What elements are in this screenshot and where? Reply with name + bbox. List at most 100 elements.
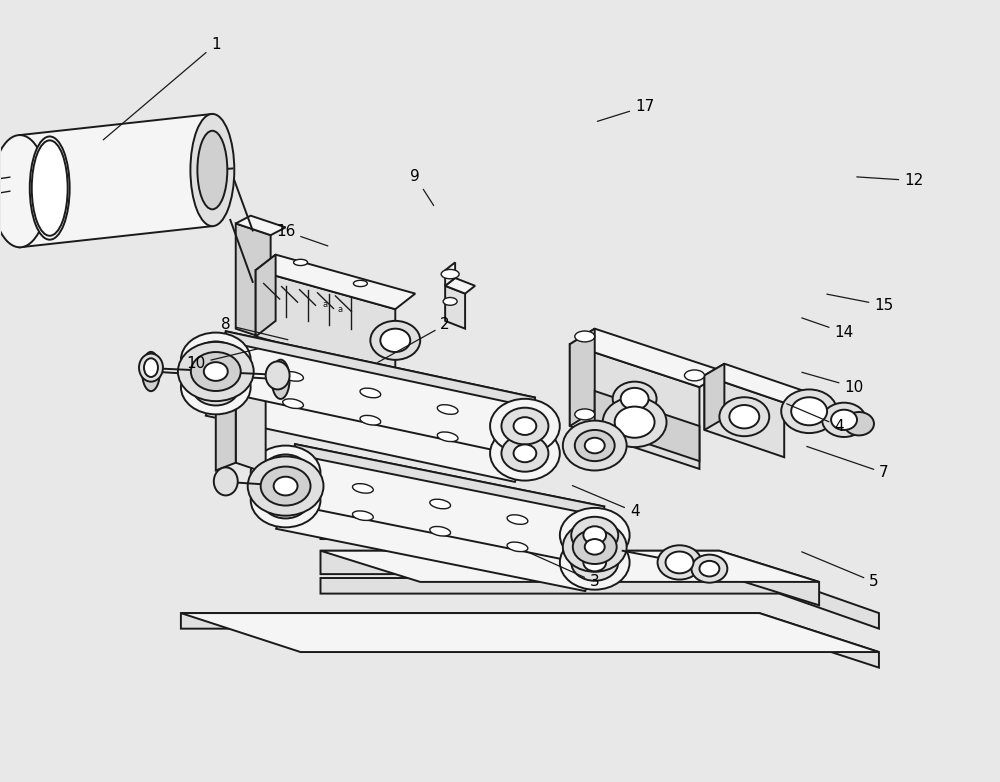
Ellipse shape (272, 360, 290, 399)
Ellipse shape (283, 371, 303, 381)
Ellipse shape (699, 561, 719, 576)
Ellipse shape (248, 457, 323, 515)
Ellipse shape (353, 511, 373, 521)
Ellipse shape (360, 388, 381, 398)
Polygon shape (256, 255, 415, 309)
Ellipse shape (719, 397, 769, 436)
Polygon shape (276, 472, 604, 591)
Polygon shape (236, 224, 271, 340)
Ellipse shape (214, 468, 238, 496)
Ellipse shape (192, 342, 239, 378)
Text: 10: 10 (802, 372, 864, 395)
Ellipse shape (666, 551, 693, 573)
Ellipse shape (283, 399, 303, 408)
Ellipse shape (274, 477, 298, 496)
Ellipse shape (181, 332, 251, 387)
Ellipse shape (560, 535, 630, 590)
Polygon shape (226, 332, 535, 408)
Ellipse shape (0, 135, 48, 247)
Ellipse shape (144, 358, 158, 377)
Polygon shape (704, 375, 784, 457)
Polygon shape (704, 364, 804, 403)
Text: 12: 12 (857, 173, 923, 188)
Ellipse shape (360, 415, 381, 425)
Text: 1: 1 (103, 37, 221, 140)
Ellipse shape (204, 351, 227, 369)
Ellipse shape (563, 421, 627, 471)
Ellipse shape (251, 473, 320, 527)
Ellipse shape (575, 430, 615, 461)
Polygon shape (445, 278, 475, 293)
Ellipse shape (430, 526, 451, 536)
Ellipse shape (583, 526, 606, 544)
Text: a: a (338, 304, 343, 314)
Ellipse shape (729, 405, 759, 429)
Ellipse shape (621, 388, 649, 410)
Ellipse shape (32, 141, 68, 235)
Text: 8: 8 (221, 317, 288, 339)
Ellipse shape (142, 352, 160, 391)
Ellipse shape (203, 366, 228, 386)
Polygon shape (226, 359, 535, 435)
Polygon shape (295, 444, 604, 517)
Ellipse shape (197, 131, 227, 210)
Ellipse shape (684, 370, 704, 381)
Text: 3: 3 (527, 552, 600, 590)
Ellipse shape (585, 438, 605, 454)
Ellipse shape (178, 342, 254, 401)
Ellipse shape (441, 270, 459, 279)
Ellipse shape (430, 499, 451, 509)
Polygon shape (20, 114, 212, 247)
Ellipse shape (490, 399, 560, 454)
Ellipse shape (353, 483, 373, 493)
Ellipse shape (514, 444, 536, 462)
Ellipse shape (585, 539, 605, 554)
Text: 4: 4 (572, 486, 639, 519)
Polygon shape (704, 364, 724, 430)
Polygon shape (595, 391, 699, 461)
Ellipse shape (490, 426, 560, 481)
Ellipse shape (575, 331, 595, 342)
Ellipse shape (204, 378, 227, 396)
Ellipse shape (563, 522, 627, 572)
Ellipse shape (507, 515, 528, 525)
Ellipse shape (844, 412, 874, 436)
Polygon shape (206, 359, 535, 482)
Polygon shape (320, 515, 620, 566)
Ellipse shape (501, 407, 548, 444)
Polygon shape (206, 332, 535, 454)
Text: 17: 17 (597, 99, 654, 121)
Ellipse shape (191, 352, 241, 391)
Ellipse shape (507, 542, 528, 551)
Polygon shape (256, 271, 395, 375)
Ellipse shape (573, 529, 617, 564)
Ellipse shape (571, 517, 618, 554)
Ellipse shape (443, 297, 457, 305)
Text: 4: 4 (787, 404, 844, 433)
Ellipse shape (204, 362, 228, 381)
Polygon shape (320, 578, 879, 629)
Text: 5: 5 (802, 552, 879, 590)
Polygon shape (256, 255, 276, 336)
Ellipse shape (514, 417, 536, 435)
Text: 10: 10 (186, 349, 258, 371)
Ellipse shape (353, 281, 367, 286)
Ellipse shape (274, 464, 297, 482)
Ellipse shape (181, 360, 251, 414)
Polygon shape (181, 613, 879, 668)
Ellipse shape (615, 407, 655, 438)
Ellipse shape (262, 482, 309, 518)
Ellipse shape (831, 410, 857, 430)
Polygon shape (236, 216, 286, 235)
Ellipse shape (691, 554, 727, 583)
Ellipse shape (781, 389, 837, 433)
Ellipse shape (266, 361, 290, 389)
Polygon shape (295, 472, 604, 544)
Ellipse shape (139, 353, 163, 382)
Ellipse shape (583, 554, 606, 572)
Polygon shape (320, 515, 620, 543)
Polygon shape (445, 263, 455, 285)
Text: 15: 15 (827, 294, 894, 313)
Ellipse shape (30, 136, 70, 239)
Text: 14: 14 (802, 318, 854, 340)
